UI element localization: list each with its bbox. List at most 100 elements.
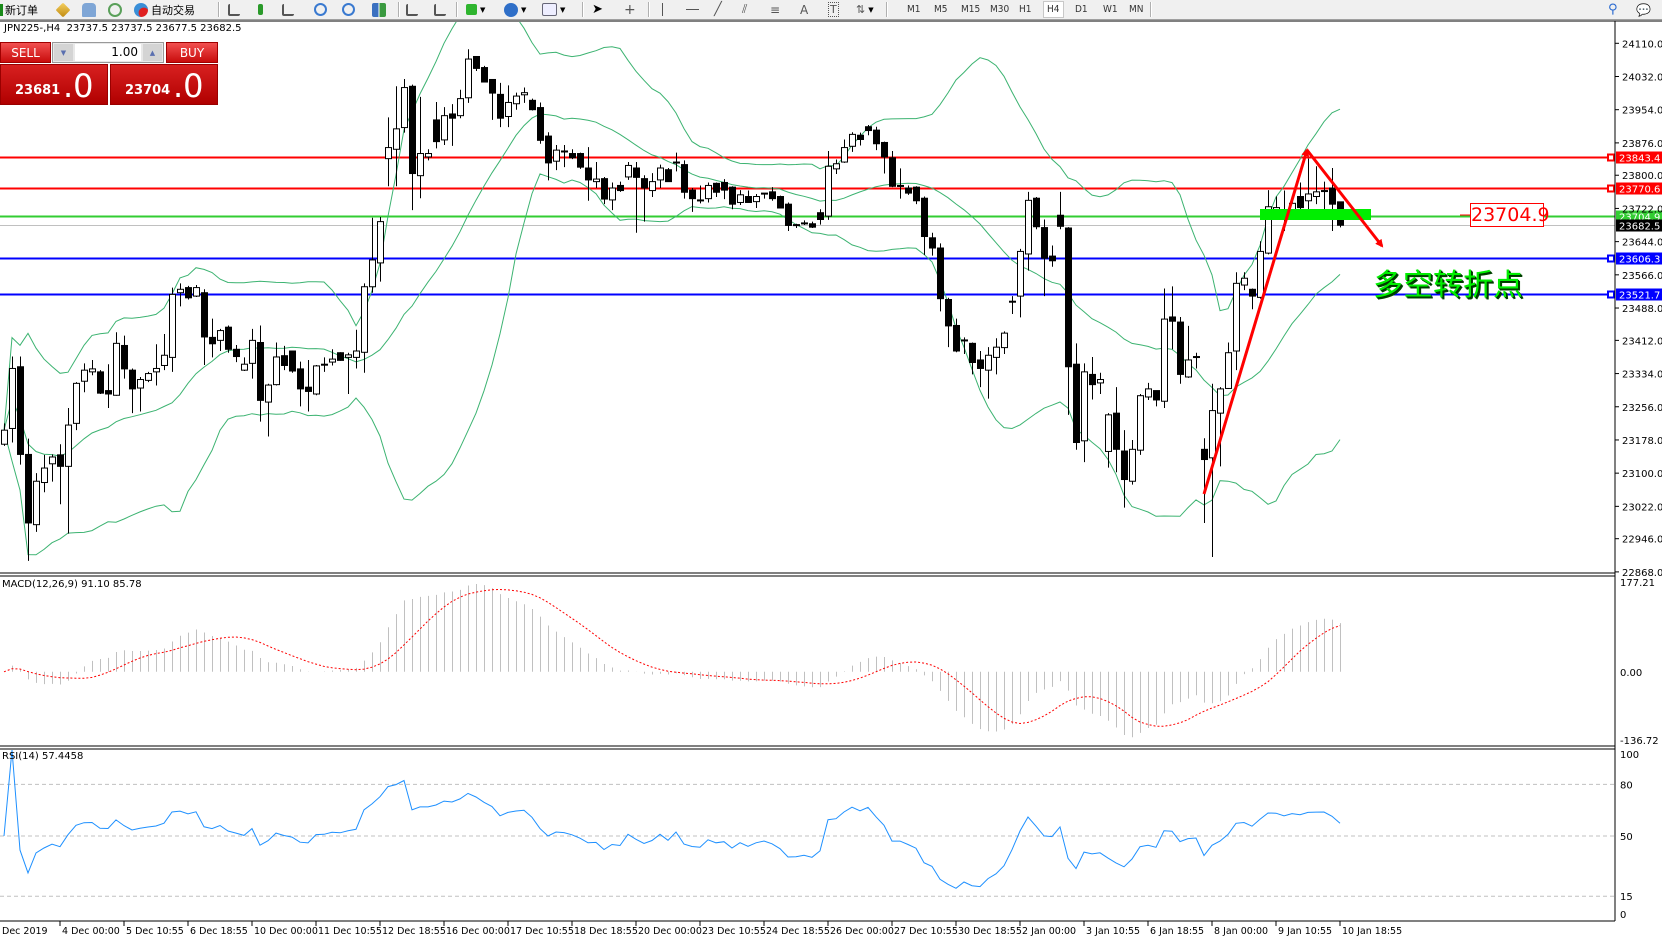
candle[interactable] <box>1161 288 1168 409</box>
candle[interactable] <box>729 186 736 210</box>
text-label-button[interactable]: T <box>828 1 839 18</box>
lot-size-input[interactable]: 1.00 <box>75 44 141 61</box>
pivot-text-annotation[interactable]: 多空转折点 <box>1373 268 1523 303</box>
candle[interactable] <box>1137 393 1144 455</box>
buy-button[interactable]: BUY <box>166 42 218 63</box>
candle[interactable] <box>873 126 880 151</box>
zoom-in-button[interactable] <box>314 1 327 18</box>
candle[interactable] <box>1329 168 1336 231</box>
equidistant-channel-button[interactable]: ⫽ <box>742 1 747 18</box>
candle[interactable] <box>1321 181 1328 211</box>
candle[interactable] <box>393 86 400 187</box>
candle[interactable] <box>1041 219 1048 297</box>
candle[interactable] <box>609 182 616 211</box>
candle[interactable] <box>1049 245 1056 267</box>
candle[interactable] <box>169 287 176 372</box>
line-anchor-handle[interactable] <box>1607 290 1615 299</box>
horizontal-line-button[interactable] <box>686 1 699 18</box>
candle[interactable] <box>321 357 328 372</box>
candle[interactable] <box>641 175 648 222</box>
candle[interactable] <box>305 359 312 412</box>
candle[interactable] <box>721 179 728 200</box>
candle[interactable] <box>265 383 272 437</box>
candle[interactable] <box>681 160 688 199</box>
candle[interactable] <box>1305 158 1312 211</box>
candle[interactable] <box>569 149 576 160</box>
tile-windows-button[interactable] <box>372 1 386 18</box>
candle[interactable] <box>841 139 848 163</box>
sell-button[interactable]: SELL <box>0 42 51 63</box>
candle[interactable] <box>41 454 48 493</box>
candle[interactable] <box>425 149 432 161</box>
candle[interactable] <box>145 371 152 383</box>
auto-trading-button[interactable]: 自动交易 <box>134 1 195 18</box>
candle[interactable] <box>1057 191 1064 230</box>
candle[interactable] <box>225 325 232 353</box>
candle[interactable] <box>281 345 288 371</box>
candle[interactable] <box>1257 241 1264 299</box>
line-anchor-handle[interactable] <box>1607 153 1615 162</box>
timeframe-mn[interactable]: MN <box>1129 4 1144 15</box>
candle[interactable] <box>545 132 552 181</box>
candle[interactable] <box>633 162 640 233</box>
candle[interactable] <box>1089 356 1096 400</box>
candle[interactable] <box>249 328 256 379</box>
candle[interactable] <box>825 150 832 220</box>
crosshair-button[interactable]: + <box>624 1 636 18</box>
candle[interactable] <box>1297 182 1304 211</box>
candle[interactable] <box>137 376 144 412</box>
candle[interactable] <box>809 221 816 229</box>
candle[interactable] <box>65 408 72 534</box>
candle[interactable] <box>977 351 984 388</box>
candle[interactable] <box>1249 288 1256 310</box>
candle[interactable] <box>1065 227 1072 415</box>
candle[interactable] <box>497 82 504 128</box>
candle[interactable] <box>929 232 936 256</box>
candle[interactable] <box>441 107 448 146</box>
candle[interactable] <box>1185 325 1192 378</box>
candle[interactable] <box>1129 439 1136 485</box>
candle[interactable] <box>97 370 104 394</box>
candle[interactable] <box>769 187 776 201</box>
candle[interactable] <box>1225 342 1232 389</box>
candle[interactable] <box>1145 382 1152 400</box>
candle[interactable] <box>961 337 968 354</box>
candle[interactable] <box>377 216 384 282</box>
candle[interactable] <box>625 162 632 180</box>
candle[interactable] <box>585 147 592 201</box>
lot-increase-button[interactable]: ▲ <box>143 44 162 61</box>
timeframe-d1[interactable]: D1 <box>1075 4 1088 15</box>
candle[interactable] <box>865 125 872 136</box>
candle[interactable] <box>753 193 760 209</box>
candle[interactable] <box>785 202 792 231</box>
candle[interactable] <box>1097 372 1104 394</box>
candle[interactable] <box>217 328 224 352</box>
candle[interactable] <box>345 352 352 394</box>
candle[interactable] <box>337 352 344 361</box>
candle[interactable] <box>705 182 712 203</box>
candle[interactable] <box>1105 413 1112 468</box>
arrows-button[interactable]: ⇅ ▼ <box>856 3 874 16</box>
lot-size-stepper[interactable]: ▼ 1.00 ▲ <box>52 42 164 63</box>
candle[interactable] <box>201 289 208 366</box>
candle[interactable] <box>89 359 96 376</box>
cursor-button[interactable]: ➤ <box>592 1 603 18</box>
timeframe-m30[interactable]: M30 <box>990 4 1010 15</box>
candle[interactable] <box>57 444 64 505</box>
candle[interactable] <box>385 117 392 187</box>
candle[interactable] <box>905 185 912 195</box>
candle[interactable] <box>153 344 160 386</box>
candle[interactable] <box>1121 430 1128 508</box>
indicators-button[interactable]: ▼ <box>466 1 485 18</box>
timeframe-m15[interactable]: M15 <box>961 4 981 15</box>
timeframe-m5[interactable]: M5 <box>934 4 948 15</box>
candle[interactable] <box>529 98 536 111</box>
candle[interactable] <box>177 283 184 307</box>
candle[interactable] <box>1017 248 1024 318</box>
candle[interactable] <box>1001 331 1008 354</box>
auto-scroll-button[interactable] <box>406 1 418 18</box>
candle[interactable] <box>617 181 624 192</box>
candle[interactable] <box>761 192 768 199</box>
candle[interactable] <box>1009 296 1016 314</box>
